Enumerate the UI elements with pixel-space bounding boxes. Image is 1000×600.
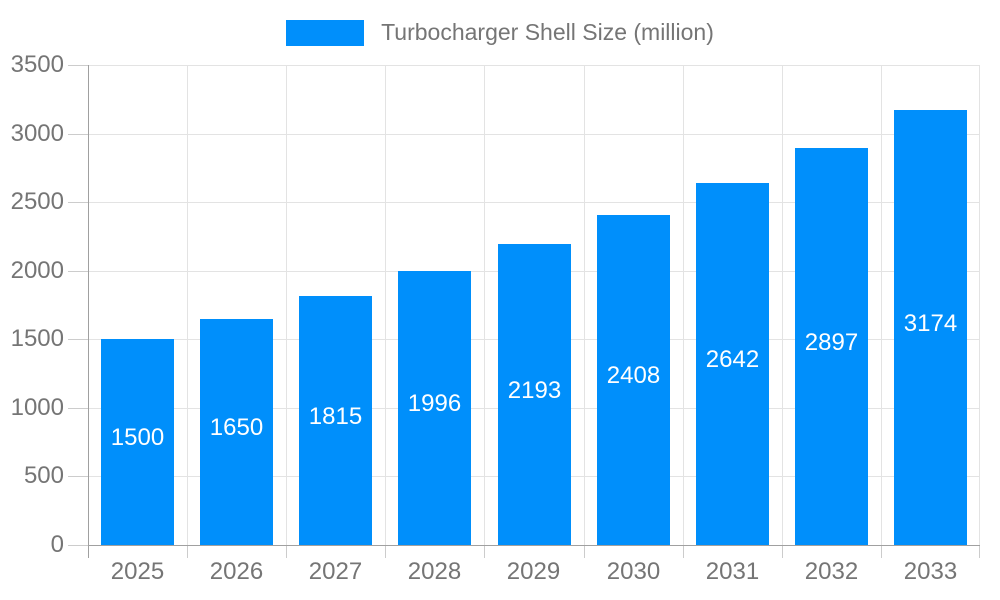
bar-2031[interactable]: 2642 bbox=[696, 183, 769, 545]
x-axis-tick-label: 2027 bbox=[308, 558, 363, 585]
bar-value-label: 2897 bbox=[804, 328, 859, 356]
bar-value-label: 3174 bbox=[903, 309, 958, 337]
x-axis-tick-label: 2033 bbox=[903, 558, 958, 585]
y-axis-tick-label: 0 bbox=[50, 531, 64, 558]
gridline-vertical bbox=[484, 65, 485, 545]
gridline-horizontal bbox=[88, 134, 980, 135]
y-axis-tick-label: 1000 bbox=[10, 394, 64, 421]
y-axis-tick-label: 3500 bbox=[10, 51, 64, 78]
x-axis-tick bbox=[782, 545, 783, 558]
y-axis-tick bbox=[68, 271, 88, 272]
gridline-vertical bbox=[385, 65, 386, 545]
x-axis-tick-label: 2030 bbox=[606, 558, 661, 585]
x-axis-line bbox=[88, 545, 980, 546]
y-axis-tick bbox=[68, 476, 88, 477]
gridline-horizontal bbox=[88, 65, 980, 66]
y-axis-tick bbox=[68, 65, 88, 66]
bar-2030[interactable]: 2408 bbox=[597, 215, 670, 545]
x-axis-tick bbox=[187, 545, 188, 558]
gridline-vertical bbox=[979, 65, 980, 545]
x-axis-tick bbox=[881, 545, 882, 558]
x-axis-tick-label: 2031 bbox=[705, 558, 760, 585]
bar-value-label: 1650 bbox=[209, 414, 264, 441]
y-axis-tick bbox=[68, 202, 88, 203]
x-axis-tick-label: 2028 bbox=[407, 558, 462, 585]
x-axis-tick-label: 2026 bbox=[209, 558, 264, 585]
bar-value-label: 2408 bbox=[606, 362, 661, 389]
x-axis-tick-label: 2032 bbox=[804, 558, 859, 585]
y-axis-tick bbox=[68, 545, 88, 546]
x-axis-tick-label: 2025 bbox=[110, 558, 165, 585]
bar-2026[interactable]: 1650 bbox=[200, 319, 273, 545]
y-axis-tick-label: 1500 bbox=[10, 325, 64, 352]
bar-value-label: 1815 bbox=[308, 402, 363, 430]
x-axis-tick bbox=[683, 545, 684, 558]
y-axis-tick bbox=[68, 408, 88, 409]
legend-swatch bbox=[286, 19, 365, 46]
gridline-vertical bbox=[881, 65, 882, 545]
bar-2032[interactable]: 2897 bbox=[795, 148, 868, 545]
bar-2028[interactable]: 1996 bbox=[398, 271, 471, 545]
bar-2033[interactable]: 3174 bbox=[894, 110, 967, 545]
bar-value-label: 1996 bbox=[407, 390, 462, 417]
gridline-vertical bbox=[286, 65, 287, 545]
y-axis-tick-label: 2500 bbox=[10, 188, 64, 215]
y-axis-tick-label: 3000 bbox=[10, 120, 64, 147]
y-axis-tick bbox=[68, 339, 88, 340]
x-axis-tick bbox=[385, 545, 386, 558]
bar-value-label: 2193 bbox=[507, 376, 562, 404]
gridline-vertical bbox=[187, 65, 188, 545]
bar-2029[interactable]: 2193 bbox=[498, 244, 571, 545]
x-axis-tick-label: 2029 bbox=[506, 558, 561, 585]
y-axis-tick-label: 2000 bbox=[10, 257, 64, 284]
x-axis-tick bbox=[484, 545, 485, 558]
y-axis-tick bbox=[68, 134, 88, 135]
x-axis-tick bbox=[584, 545, 585, 558]
gridline-vertical bbox=[782, 65, 783, 545]
y-axis-tick-label: 500 bbox=[23, 462, 64, 489]
plot-area: 1500 1650 1815 1996 2193 2408 2642 2897 3174 bbox=[88, 65, 980, 545]
legend-label: Turbocharger Shell Size (million) bbox=[381, 19, 714, 45]
y-axis-line bbox=[88, 65, 89, 558]
gridline-horizontal bbox=[88, 202, 980, 203]
bar-value-label: 1500 bbox=[110, 424, 165, 451]
gridline-vertical bbox=[584, 65, 585, 545]
bar-value-label: 2642 bbox=[705, 346, 760, 373]
legend[interactable]: Turbocharger Shell Size (million) bbox=[0, 19, 1000, 46]
bar-2025[interactable]: 1500 bbox=[101, 339, 174, 545]
x-axis-tick bbox=[979, 545, 980, 558]
gridline-vertical bbox=[683, 65, 684, 545]
bar-2027[interactable]: 1815 bbox=[299, 296, 372, 545]
x-axis-tick bbox=[286, 545, 287, 558]
